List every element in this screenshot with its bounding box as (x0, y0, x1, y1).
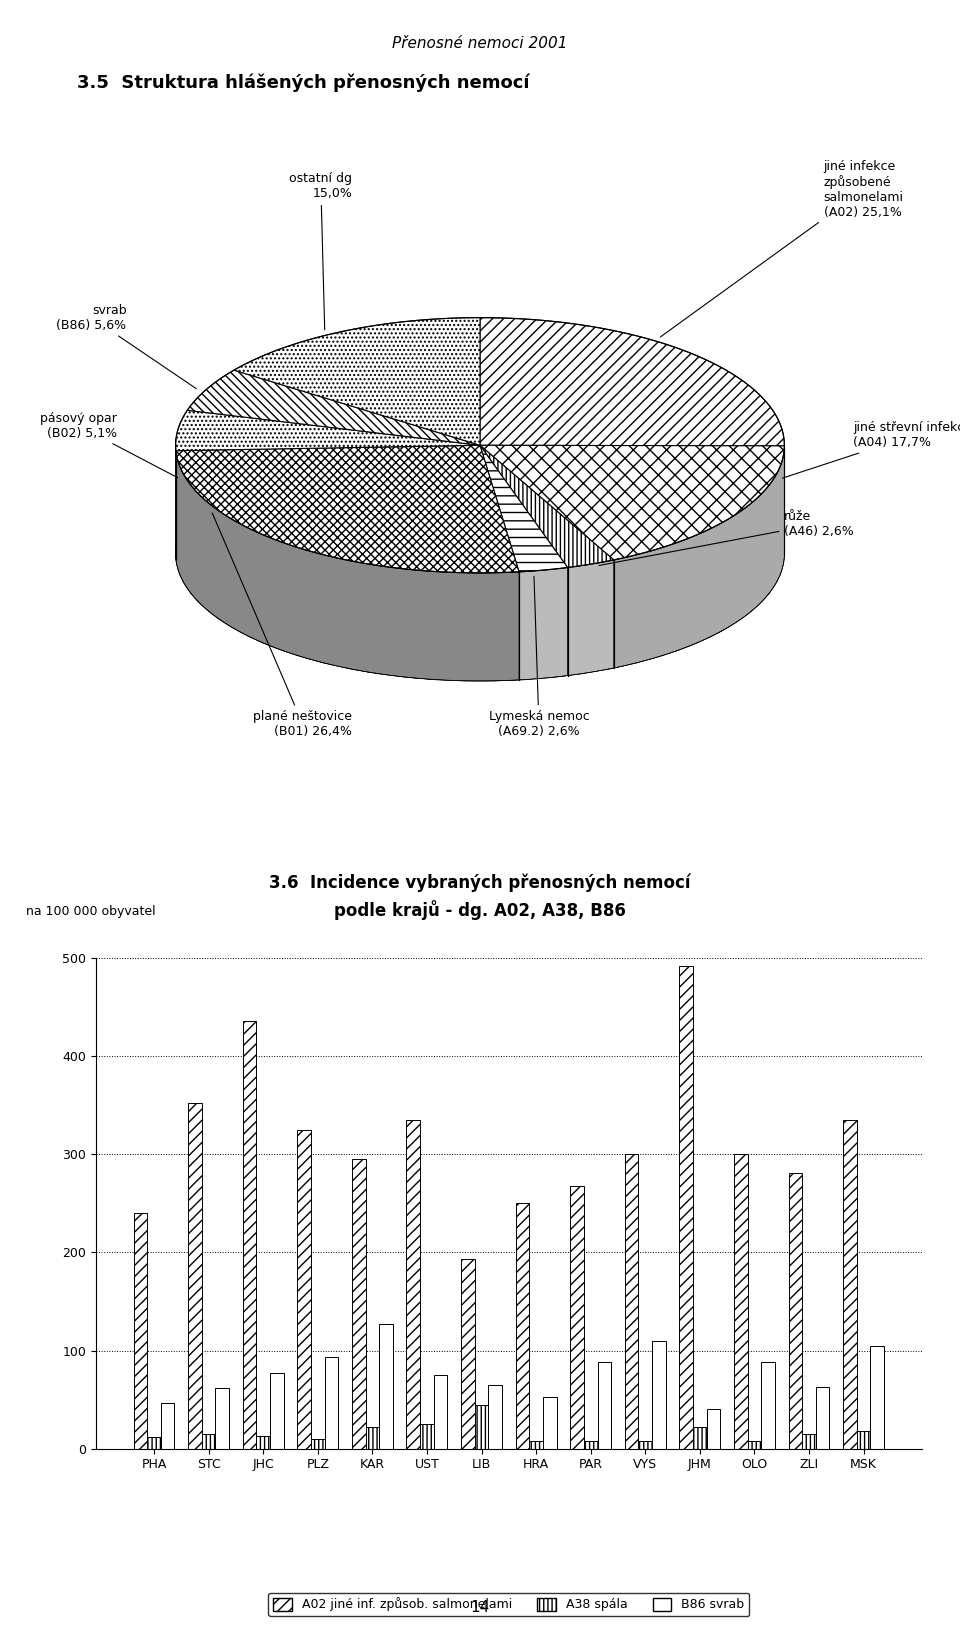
Polygon shape (567, 560, 613, 676)
Polygon shape (480, 445, 784, 560)
Bar (856, 1431, 871, 1449)
Text: 3.6  Incidence vybraných přenosných nemocí: 3.6 Incidence vybraných přenosných nemoc… (269, 874, 691, 892)
Polygon shape (176, 450, 519, 681)
Bar (133, 1213, 147, 1449)
Bar (871, 1346, 884, 1449)
Bar (311, 1439, 324, 1449)
Bar (474, 1405, 489, 1449)
Bar (748, 1441, 761, 1449)
Bar (570, 1185, 584, 1449)
Legend: A02 jiné inf. způsob. salmonelami, A38 spála, B86 svrab: A02 jiné inf. způsob. salmonelami, A38 s… (268, 1593, 750, 1616)
Text: 3.5  Struktura hlášených přenosných nemocí: 3.5 Struktura hlášených přenosných nemoc… (77, 74, 529, 92)
Bar (597, 1362, 612, 1449)
Polygon shape (613, 445, 784, 668)
Bar (707, 1409, 720, 1449)
Bar (202, 1434, 215, 1449)
Bar (803, 1434, 816, 1449)
Bar (516, 1203, 529, 1449)
Text: podle krajů - dg. A02, A38, B86: podle krajů - dg. A02, A38, B86 (334, 900, 626, 920)
Polygon shape (480, 445, 613, 568)
Bar (638, 1441, 652, 1449)
Bar (379, 1324, 393, 1449)
Bar (734, 1154, 748, 1449)
Polygon shape (176, 411, 480, 450)
Text: ostatní dg
15,0%: ostatní dg 15,0% (289, 172, 352, 329)
Bar (188, 1103, 202, 1449)
Bar (406, 1120, 420, 1449)
Polygon shape (176, 445, 784, 681)
Bar (816, 1387, 829, 1449)
Bar (352, 1159, 366, 1449)
Polygon shape (519, 568, 567, 679)
Text: růže
(A46) 2,6%: růže (A46) 2,6% (599, 509, 854, 565)
Bar (420, 1424, 434, 1449)
Bar (680, 966, 693, 1449)
Bar (761, 1362, 775, 1449)
Text: jiné infekce
způsobené
salmonelami
(A02) 25,1%: jiné infekce způsobené salmonelami (A02)… (660, 160, 903, 337)
Text: Přenosné nemoci 2001: Přenosné nemoci 2001 (393, 36, 567, 51)
Ellipse shape (176, 426, 784, 681)
Bar (584, 1441, 597, 1449)
Bar (215, 1388, 229, 1449)
Bar (298, 1130, 311, 1449)
Bar (489, 1385, 502, 1449)
Text: Lymeská nemoc
(A69.2) 2,6%: Lymeská nemoc (A69.2) 2,6% (489, 576, 589, 738)
Text: jiné střevní infekce
(A04) 17,7%: jiné střevní infekce (A04) 17,7% (782, 421, 960, 478)
Bar (147, 1437, 161, 1449)
Bar (693, 1427, 707, 1449)
Polygon shape (480, 445, 567, 571)
Polygon shape (187, 370, 480, 445)
Polygon shape (234, 318, 480, 445)
Polygon shape (480, 318, 784, 445)
Bar (461, 1259, 474, 1449)
Bar (625, 1154, 638, 1449)
Bar (434, 1375, 447, 1449)
Bar (324, 1357, 338, 1449)
Text: plané neštovice
(B01) 26,4%: plané neštovice (B01) 26,4% (212, 512, 352, 738)
Polygon shape (176, 445, 519, 573)
Bar (652, 1341, 665, 1449)
Bar (543, 1396, 557, 1449)
Bar (161, 1403, 175, 1449)
Bar (270, 1373, 283, 1449)
Text: pásový opar
(B02) 5,1%: pásový opar (B02) 5,1% (40, 411, 178, 478)
Bar (843, 1120, 856, 1449)
Bar (256, 1436, 270, 1449)
Text: na 100 000 obyvatel: na 100 000 obyvatel (26, 905, 156, 918)
Bar (788, 1172, 803, 1449)
Bar (366, 1427, 379, 1449)
Bar (529, 1441, 543, 1449)
Bar (243, 1021, 256, 1449)
Text: svrab
(B86) 5,6%: svrab (B86) 5,6% (57, 303, 197, 388)
Text: 14: 14 (470, 1601, 490, 1616)
